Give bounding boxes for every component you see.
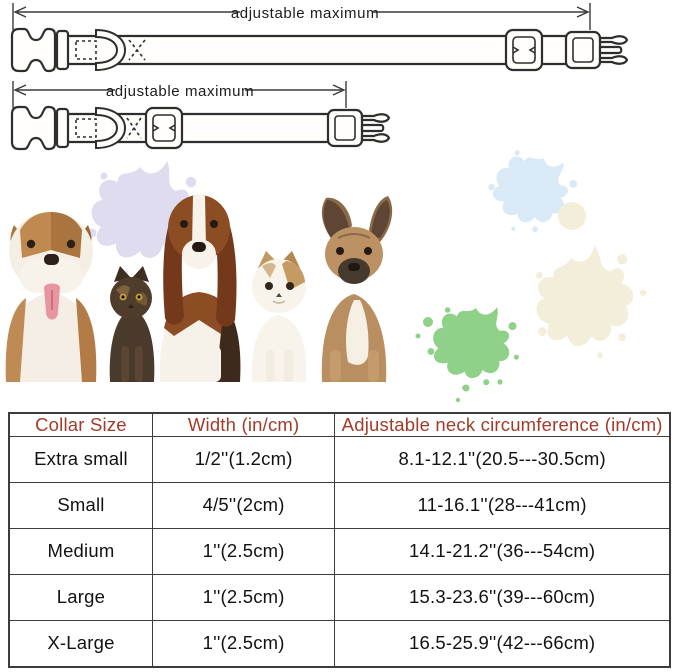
tri-glide-slider (504, 28, 544, 72)
cell-size: Medium (8, 527, 153, 575)
dimension-extension-lines (12, 3, 591, 30)
adjust-cross-mark (128, 39, 146, 61)
cell-width: 4/5''(2cm) (151, 481, 336, 529)
cell-size: Extra small (8, 436, 153, 483)
cell-size: Large (8, 573, 153, 621)
dimension-arrowhead-left (13, 84, 27, 96)
cell-width: 1''(2.5cm) (151, 573, 336, 621)
paint-splatter-cream (520, 235, 660, 372)
d-ring (95, 28, 127, 72)
cell-size: Small (8, 481, 153, 529)
paint-splatter-cream-small (558, 202, 586, 230)
cell-size: X-Large (8, 619, 153, 668)
pets-photo (5, 150, 660, 403)
tri-glide-slider (144, 106, 184, 150)
buckle-slot (55, 29, 70, 71)
cell-circumference: 11-16.1''(28---41cm) (334, 481, 671, 529)
cell-circumference: 15.3-23.6''(39---60cm) (334, 573, 671, 621)
female-buckle (10, 105, 57, 151)
adjustable-maximum-label: adjustable maximum (106, 83, 254, 100)
cell-circumference: 14.1-21.2''(36---54cm) (334, 527, 671, 575)
adjustable-maximum-label: adjustable maximum (231, 5, 379, 22)
size-chart-section: Collar Size Width (in/cm) Adjustable nec… (8, 412, 671, 668)
paint-splatter-blue (475, 150, 590, 251)
dimension-arrowhead-right (332, 84, 346, 96)
stitch-box (75, 40, 97, 60)
bulldog-illustration (5, 212, 97, 382)
basset-hound-illustration (159, 194, 241, 382)
paint-splatter-green (415, 296, 527, 403)
cell-circumference: 8.1-12.1''(20.5---30.5cm) (334, 436, 671, 483)
table-row-medium: Medium 1''(2.5cm) 14.1-21.2''(36---54cm) (8, 527, 671, 575)
cell-width: 1/2''(1.2cm) (151, 436, 336, 483)
cell-width: 1''(2.5cm) (151, 527, 336, 575)
exotic-cat-illustration (251, 251, 307, 382)
collar-strap (62, 112, 336, 144)
cell-width: 1''(2.5cm) (151, 619, 336, 668)
dimension-arrowhead-left (13, 6, 27, 18)
collar-diagram-long: adjustable maximum (10, 3, 629, 73)
male-buckle (564, 30, 629, 70)
collar-strap (62, 34, 574, 66)
table-header-row: Collar Size Width (in/cm) Adjustable nec… (8, 412, 671, 437)
table-row-extra-small: Extra small 1/2''(1.2cm) 8.1-12.1''(20.5… (8, 436, 671, 483)
cell-circumference: 16.5-25.9''(42---66cm) (334, 619, 671, 668)
table-row-x-large: X-Large 1''(2.5cm) 16.5-25.9''(42---66cm… (8, 619, 671, 668)
female-buckle (10, 27, 57, 73)
buckle-slot (55, 107, 70, 149)
kitten-illustration (109, 266, 155, 382)
collar-diagram-short: adjustable maximum (10, 81, 391, 151)
dimension-extension-lines (12, 81, 347, 108)
table-row-small: Small 4/5''(2cm) 11-16.1''(28---41cm) (8, 481, 671, 529)
adjust-cross-mark (126, 117, 142, 139)
stitch-box (75, 118, 97, 138)
size-chart-table: Collar Size Width (in/cm) Adjustable nec… (8, 412, 671, 668)
col-header-neck-circumference: Adjustable neck circumference (in/cm) (334, 412, 671, 437)
col-header-collar-size: Collar Size (8, 412, 153, 437)
french-bulldog-illustration (321, 196, 393, 382)
male-buckle (326, 108, 391, 148)
table-row-large: Large 1''(2.5cm) 15.3-23.6''(39---60cm) (8, 573, 671, 621)
col-header-width: Width (in/cm) (151, 412, 336, 437)
d-ring (95, 106, 127, 150)
dimension-arrowhead-right (576, 6, 590, 18)
